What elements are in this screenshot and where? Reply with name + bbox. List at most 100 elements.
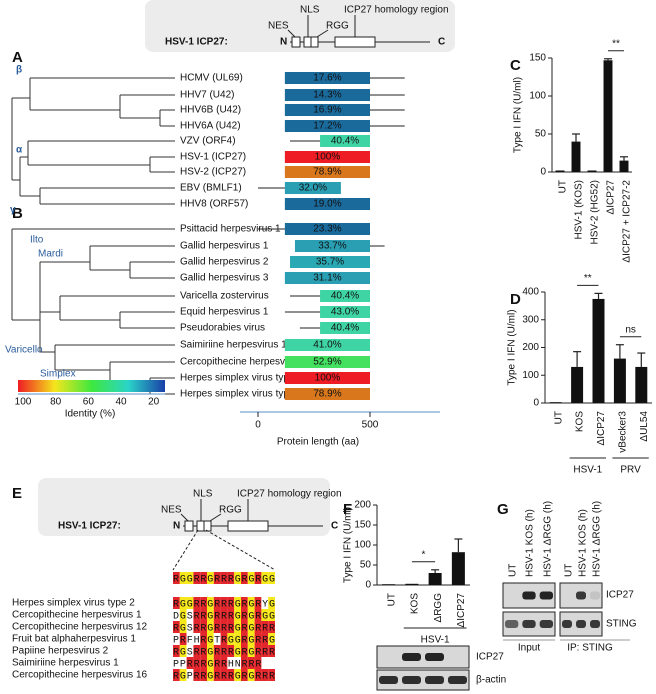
domain-panel <box>145 0 455 52</box>
nls-label: NLS <box>193 489 213 500</box>
y-axis-label: Type I IFN (U/ml) <box>343 507 354 583</box>
residue <box>247 657 255 669</box>
bar <box>405 583 419 585</box>
identity-label: 78.9% <box>313 167 341 178</box>
nes-label: NES <box>268 21 289 32</box>
residue <box>227 669 235 681</box>
identity-label: 32.0% <box>299 183 327 194</box>
residue <box>186 572 194 584</box>
residue <box>213 669 221 681</box>
sequence: PRFHRGTRGGRGRRG <box>173 636 275 647</box>
residue <box>261 572 269 584</box>
residue <box>247 572 255 584</box>
identity-label: 100% <box>315 152 341 163</box>
c-terminus: C <box>331 521 338 532</box>
residue <box>193 657 201 669</box>
residue <box>268 609 275 621</box>
domain-box <box>303 36 312 48</box>
y-tick-label: 50 <box>360 560 372 571</box>
x-tick-label: ΔICP27 + ICP27-2 <box>622 180 633 263</box>
residue <box>207 597 214 609</box>
x-tick-label: 500 <box>362 420 379 431</box>
residue <box>193 572 201 584</box>
color-scale-label: Identity (%) <box>65 409 116 420</box>
panel-label: E <box>12 485 22 502</box>
clade-label: γ <box>10 205 16 216</box>
residue <box>234 657 241 669</box>
taxon-name: Gallid herpesvirus 2 <box>180 257 269 268</box>
x-tick-label: 0 <box>255 420 261 431</box>
residue <box>179 657 187 669</box>
residue <box>207 609 214 621</box>
significance-label: ** <box>584 273 592 284</box>
residue <box>261 633 269 645</box>
residue <box>227 609 235 621</box>
residue <box>241 597 248 609</box>
residue <box>241 669 248 681</box>
taxon-name: EBV (BMLF1) <box>180 183 242 194</box>
y-tick-label: 200 <box>522 342 539 353</box>
domain-box <box>227 520 269 532</box>
band <box>448 676 467 684</box>
domain-box <box>184 520 194 532</box>
taxon-name: HHV6A (U42) <box>180 121 241 132</box>
species-name: Saimiriine herpesvirus 1 <box>12 658 119 669</box>
residue <box>234 572 241 584</box>
identity-label: 40.4% <box>331 291 359 302</box>
residue <box>220 572 228 584</box>
x-tick-label: KOS <box>575 411 586 432</box>
bar <box>555 170 565 172</box>
leader <box>287 29 296 38</box>
significance-label: ns <box>625 324 636 335</box>
sequence: RGSRRGRRRGRGRRR <box>173 648 275 659</box>
identity-label: 41.0% <box>313 340 341 351</box>
residue <box>234 597 241 609</box>
species-name: Cercopithecine herpesvirus 12 <box>12 622 148 633</box>
residue <box>234 609 241 621</box>
homology-bar <box>290 256 370 268</box>
clade-label: Simplex <box>40 369 76 380</box>
residue <box>220 597 228 609</box>
residue <box>179 572 187 584</box>
taxon-name: Gallid herpesvirus 1 <box>180 241 269 252</box>
bar <box>549 402 562 403</box>
identity-label: 40.4% <box>331 323 359 334</box>
lane-label: HSV-1 KOS (h) <box>525 509 536 577</box>
group-label: Input <box>518 643 540 654</box>
homology-bar <box>284 339 370 351</box>
residue <box>213 645 221 657</box>
x-axis-label: Protein length (aa) <box>277 437 359 448</box>
bar <box>382 584 396 585</box>
residue <box>200 621 207 633</box>
panel-label: C <box>510 57 521 74</box>
residue <box>200 657 207 669</box>
bar <box>571 366 584 403</box>
identity-label: 14.3% <box>313 90 341 101</box>
identity-label: 52.9% <box>313 357 341 368</box>
domain-box <box>334 36 376 48</box>
domain-box <box>310 36 319 48</box>
significance-label: ** <box>612 38 620 49</box>
residue <box>268 669 275 681</box>
residue <box>179 597 187 609</box>
group-label: HSV-1 <box>573 465 602 476</box>
homology-bar <box>320 306 370 318</box>
residue <box>186 633 194 645</box>
residue <box>241 645 248 657</box>
species-name: Cercopithecine herpesvirus 16 <box>12 670 148 681</box>
residue <box>186 645 194 657</box>
sequence: RGGRRGRRRGRGRYG <box>173 600 275 611</box>
n-terminus: N <box>173 521 180 532</box>
residue <box>179 621 187 633</box>
sequence: RGGRRGRRRGRGRGG <box>173 575 275 586</box>
rgg-label: RGG <box>326 21 349 32</box>
leader <box>316 29 329 38</box>
residue <box>247 645 255 657</box>
group-label: PRV <box>620 465 641 476</box>
taxon-name: VZV (ORF4) <box>180 136 236 147</box>
residue <box>193 669 201 681</box>
residue <box>261 597 269 609</box>
group-label: IP: STING <box>567 643 613 654</box>
homology-bar <box>284 272 370 284</box>
homology-bar <box>284 223 370 235</box>
